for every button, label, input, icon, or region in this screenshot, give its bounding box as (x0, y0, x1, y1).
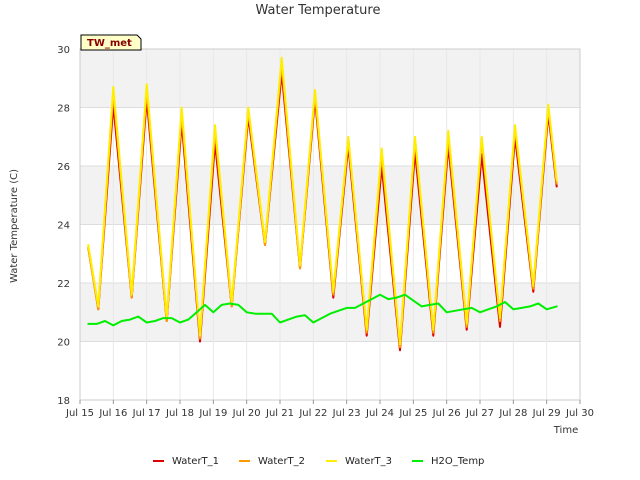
x-tick-label: Jul 30 (565, 408, 594, 419)
y-tick-label: 26 (57, 162, 70, 173)
series-line-watert-3 (87, 56, 558, 346)
legend: WaterT_1 WaterT_2 WaterT_3 H2O_Temp (153, 456, 484, 467)
x-tick-label: Jul 18 (165, 408, 194, 419)
x-tick-label: Jul 26 (432, 408, 461, 419)
y-tick-label: 20 (57, 338, 70, 349)
x-tick-label: Jul 21 (265, 408, 294, 419)
y-tick-label: 18 (57, 396, 70, 407)
x-tick-label: Jul 25 (398, 408, 427, 419)
x-tick-label: Jul 16 (98, 408, 127, 419)
y-tick-label: 28 (57, 104, 70, 115)
x-tick-label: Jul 29 (532, 408, 561, 419)
station-badge-box (80, 34, 142, 51)
x-tick-label: Jul 27 (465, 408, 494, 419)
y-tick-label: 30 (57, 45, 70, 56)
x-tick-label: Jul 23 (332, 408, 361, 419)
y-tick-label: 22 (57, 279, 70, 290)
x-axis-ticks: Jul 15 Jul 16 Jul 17 Jul 18 Jul 19 Jul 20 Jul … (65, 400, 594, 419)
y-axis-ticks: 18 20 22 24 26 28 30 (57, 45, 70, 407)
legend-label: WaterT_2 (258, 456, 305, 467)
plot-frame (79, 48, 581, 401)
y-axis-title: Water Temperature (C) (9, 169, 20, 283)
x-tick-label: Jul 15 (65, 408, 94, 419)
x-tick-label: Jul 19 (198, 408, 227, 419)
chart-title: Water Temperature (256, 3, 381, 18)
series-line-h2o-temp (87, 293, 558, 327)
x-tick-label: Jul 28 (498, 408, 527, 419)
station-badge: TW_met (80, 34, 142, 51)
legend-label: WaterT_1 (172, 456, 219, 467)
x-axis-title: Time (553, 425, 578, 436)
y-tick-label: 24 (57, 221, 70, 232)
series-layer (87, 56, 558, 352)
legend-label: WaterT_3 (345, 456, 392, 467)
x-tick-label: Jul 24 (365, 408, 394, 419)
x-tick-label: Jul 17 (132, 408, 161, 419)
legend-label: H2O_Temp (431, 456, 484, 467)
x-tick-label: Jul 22 (298, 408, 327, 419)
station-badge-label: TW_met (87, 38, 132, 49)
background-band (80, 166, 580, 225)
background-band (80, 283, 580, 342)
x-tick-label: Jul 20 (232, 408, 261, 419)
background-band (80, 49, 580, 108)
